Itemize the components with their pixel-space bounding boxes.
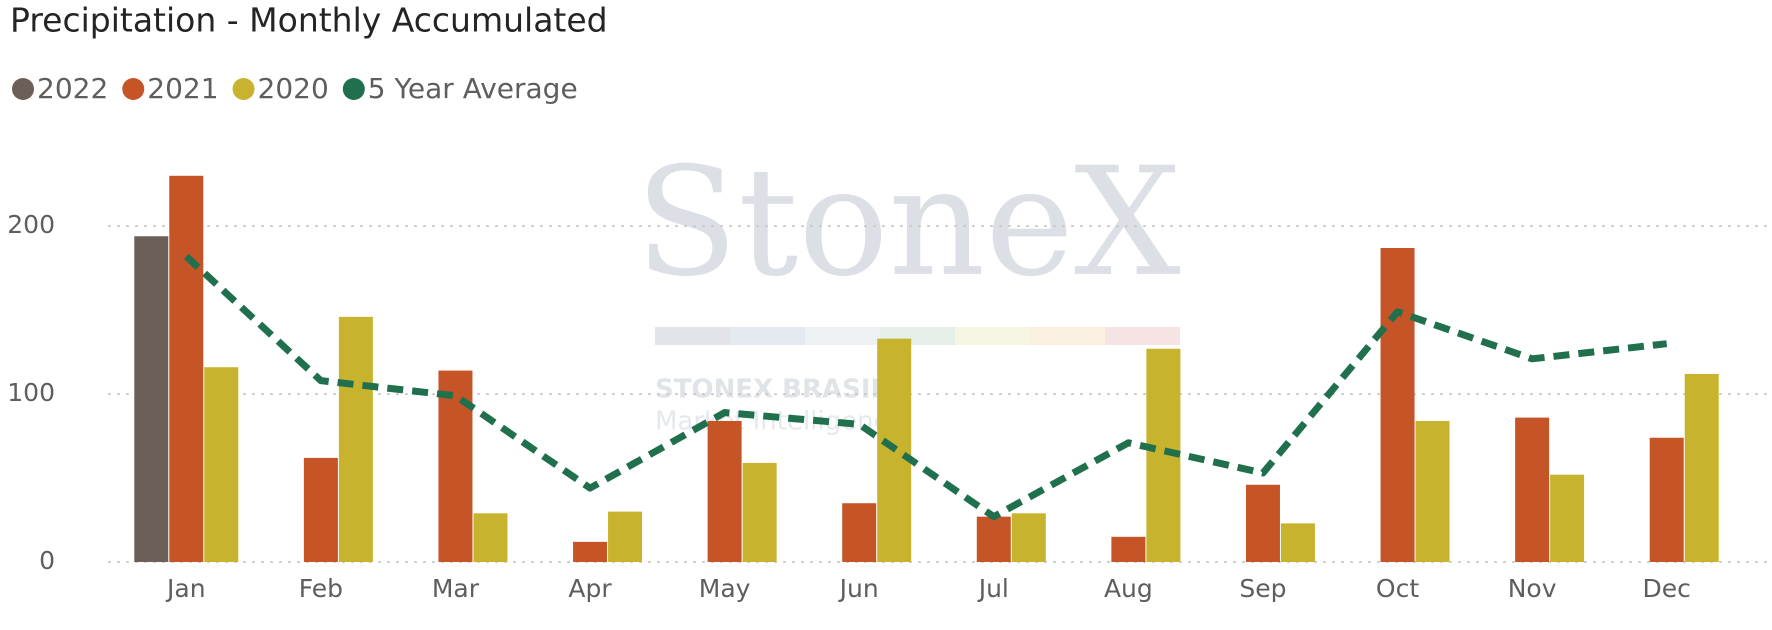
legend-label: 2022 [37, 72, 108, 105]
bar [303, 457, 338, 562]
legend-label: 2021 [147, 72, 218, 105]
legend-marker [232, 78, 255, 100]
watermark-stripe [955, 327, 1030, 345]
x-tick-label: Jul [977, 574, 1009, 603]
bar [608, 511, 643, 562]
watermark-brand: StoneX [635, 136, 1181, 310]
legend-marker [122, 78, 145, 100]
bar [1245, 484, 1280, 562]
bar [438, 370, 473, 562]
watermark-subtitle: STONEX BRASIL [655, 375, 887, 405]
y-tick-label: 100 [7, 378, 55, 407]
watermark: StoneX STONEX BRASIL Market Intelligence [635, 136, 1181, 437]
y-tick-label: 0 [39, 546, 55, 575]
watermark-stripe [730, 327, 805, 345]
bar [338, 316, 373, 562]
bar [1380, 247, 1415, 562]
watermark-stripe [655, 327, 730, 345]
x-tick-label: May [699, 574, 751, 603]
watermark-stripe [805, 327, 880, 345]
bar [134, 236, 169, 562]
legend-marker [342, 78, 365, 100]
legend-label: 5 Year Average [368, 72, 578, 105]
x-tick-label: Nov [1508, 574, 1557, 603]
legend-label: 2020 [258, 72, 329, 105]
bar [473, 513, 508, 562]
bar [976, 516, 1011, 562]
bar [1111, 536, 1146, 562]
bar [1550, 474, 1585, 562]
bar [1011, 513, 1046, 562]
bar [1415, 420, 1450, 562]
bar [1515, 417, 1550, 562]
legend-marker [12, 78, 34, 100]
bar [169, 175, 204, 562]
bar [707, 420, 742, 562]
x-tick-label: Jan [165, 574, 206, 603]
x-tick-label: Sep [1239, 574, 1286, 603]
x-tick-label: Mar [432, 574, 480, 603]
bar [573, 541, 608, 562]
x-tick-label: Feb [299, 574, 343, 603]
watermark-stripe [1030, 327, 1105, 345]
x-tick-label: Aug [1104, 574, 1153, 603]
bar [1684, 373, 1719, 562]
bar [204, 367, 239, 562]
bar [1280, 523, 1315, 562]
x-tick-label: Jun [838, 574, 879, 603]
y-tick-label: 200 [7, 210, 55, 239]
chart-title: Precipitation - Monthly Accumulated [10, 1, 608, 40]
x-tick-label: Dec [1643, 574, 1691, 603]
legend: 2022 2021 2020 5 Year Average [12, 72, 578, 105]
average-line [183, 253, 1668, 521]
bar [742, 462, 777, 562]
watermark-stripe [1105, 327, 1180, 345]
bar [1649, 437, 1684, 562]
x-tick-label: Apr [568, 574, 612, 603]
x-tick-label: Oct [1376, 574, 1419, 603]
bar [842, 503, 877, 562]
